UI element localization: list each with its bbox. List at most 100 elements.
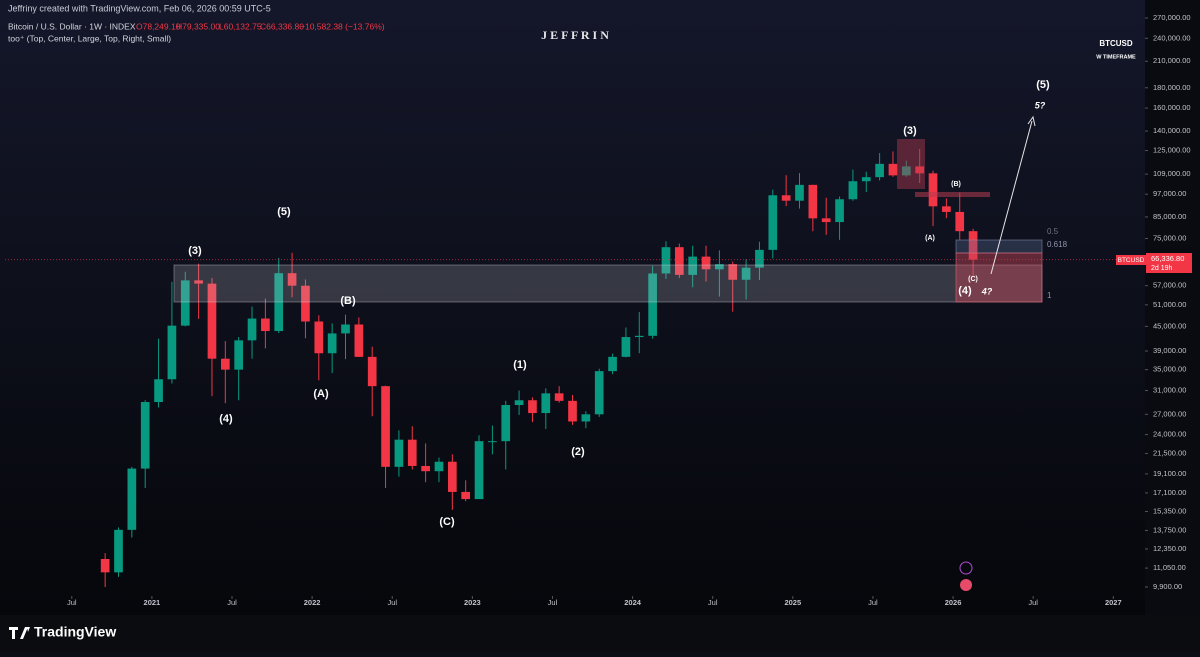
candle-body xyxy=(968,231,978,260)
high: H79,335.00 xyxy=(176,21,220,31)
candle-body xyxy=(648,273,657,336)
candle-body xyxy=(781,195,791,201)
candle-body xyxy=(634,335,644,338)
candle-body xyxy=(488,441,497,443)
candle-body xyxy=(701,256,711,270)
indicator: too⁺ (Top, Center, Large, Top, Right, Sm… xyxy=(8,33,171,43)
y-tick-label: 240,000.00 xyxy=(1153,33,1191,42)
candle-body xyxy=(608,356,617,372)
wave-label: (B) xyxy=(340,295,356,307)
candle-body xyxy=(234,340,244,370)
candle-body xyxy=(568,400,577,422)
candle-body xyxy=(407,439,417,466)
candle-body xyxy=(835,199,844,223)
symbol-tag-text: BTCUSD xyxy=(1118,257,1145,264)
x-tick-label: Jul xyxy=(868,598,878,607)
fib-level: 1 xyxy=(1047,291,1052,300)
y-tick-label: 31,000.00 xyxy=(1153,386,1186,395)
y-tick-label: 270,000.00 xyxy=(1153,13,1191,22)
candle-body xyxy=(434,461,444,472)
fib-zone-upper xyxy=(955,239,1043,254)
y-tick-label: 24,000.00 xyxy=(1153,430,1186,439)
x-tick-label: 2026 xyxy=(945,598,962,607)
candle-body xyxy=(848,181,858,200)
y-tick-label: 97,000.00 xyxy=(1153,189,1186,198)
candle-body xyxy=(367,356,377,387)
y-tick-label: 17,100.00 xyxy=(1153,488,1186,497)
wave-label: (C) xyxy=(968,276,978,283)
price-tag-text: 66,336.80 xyxy=(1151,254,1184,263)
candle-body xyxy=(541,393,551,414)
candle-body xyxy=(114,529,123,573)
x-tick-label: Jul xyxy=(67,598,77,607)
candle-body xyxy=(274,273,284,332)
y-tick-label: 51,000.00 xyxy=(1153,300,1186,309)
change: −10,582.38 (−13.76%) xyxy=(300,21,385,31)
candle-body xyxy=(955,211,965,232)
candle-body xyxy=(180,280,190,326)
credit: Jeffriny created with TradingView.com, F… xyxy=(8,3,271,13)
candle-body xyxy=(621,337,631,357)
y-tick-label: 12,350.00 xyxy=(1153,544,1186,553)
y-tick-label: 9,900.00 xyxy=(1153,582,1182,591)
candle-body xyxy=(821,218,831,223)
x-tick-label: Jul xyxy=(387,598,397,607)
x-tick-label: 2024 xyxy=(624,598,642,607)
projection-arrow xyxy=(990,120,1033,275)
candle-body xyxy=(194,280,203,284)
y-tick-label: 27,000.00 xyxy=(1153,409,1186,418)
b-zone xyxy=(915,192,990,197)
corner-symbol: BTCUSD xyxy=(1099,39,1133,48)
top-zone xyxy=(897,139,925,189)
candle-body xyxy=(888,163,898,176)
candle-body xyxy=(461,491,471,500)
candle-body xyxy=(795,184,804,201)
x-tick-label: 2025 xyxy=(784,598,801,607)
legend-row: Bitcoin / U.S. Dollar · 1W · INDEX O78,2… xyxy=(8,21,385,31)
wave-label: 4? xyxy=(981,286,993,296)
wave-label: (A) xyxy=(925,235,935,242)
candle-body xyxy=(581,414,591,422)
candle-body xyxy=(861,177,871,182)
candle-body xyxy=(421,465,430,472)
x-tick-label: 2023 xyxy=(464,598,481,607)
y-tick-label: 180,000.00 xyxy=(1153,83,1191,92)
candle-body xyxy=(741,267,751,280)
y-tick-label: 19,100.00 xyxy=(1153,469,1186,478)
candle-body xyxy=(474,441,484,500)
candle-body xyxy=(381,386,390,467)
candle-body xyxy=(501,405,511,442)
wave-label: (B) xyxy=(951,181,961,188)
y-tick-label: 57,000.00 xyxy=(1153,281,1186,290)
x-tick-label: Jul xyxy=(708,598,718,607)
candle-body xyxy=(768,195,778,250)
fib-level: 0.5 xyxy=(1047,227,1059,236)
candle-body xyxy=(247,318,257,341)
fib-zone-lower xyxy=(955,252,1043,303)
y-tick-label: 75,000.00 xyxy=(1153,233,1186,242)
x-tick-label: Jul xyxy=(548,598,558,607)
wave-labels: (3) (5) (4) (B) (A) (C) (1) (2) (3) (A) (B) (C) (4) 4… xyxy=(188,79,1050,528)
y-tick-label: 39,000.00 xyxy=(1153,346,1186,355)
candle-body xyxy=(942,206,951,212)
candle-body xyxy=(674,247,684,275)
candle-body xyxy=(715,264,724,270)
candle-body xyxy=(755,249,764,268)
y-tick-label: 45,000.00 xyxy=(1153,321,1186,330)
y-tick-label: 35,000.00 xyxy=(1153,365,1186,374)
candle-body xyxy=(167,325,177,380)
footer-bar xyxy=(0,615,1200,652)
wave-label: (A) xyxy=(313,388,329,400)
x-tick-label: Jul xyxy=(227,598,237,607)
support-zone xyxy=(173,264,1043,303)
open: O78,249.10 xyxy=(136,21,181,31)
wave-label: (C) xyxy=(439,516,455,528)
candle-body xyxy=(207,283,217,359)
y-tick-label: 21,500.00 xyxy=(1153,449,1186,458)
footer-brand: TradingView xyxy=(34,624,116,640)
x-tick-label: 2021 xyxy=(144,598,161,607)
x-tick-label: 2027 xyxy=(1105,598,1122,607)
watermark: J E F F R I N xyxy=(541,28,609,42)
flag-icon xyxy=(960,579,972,591)
